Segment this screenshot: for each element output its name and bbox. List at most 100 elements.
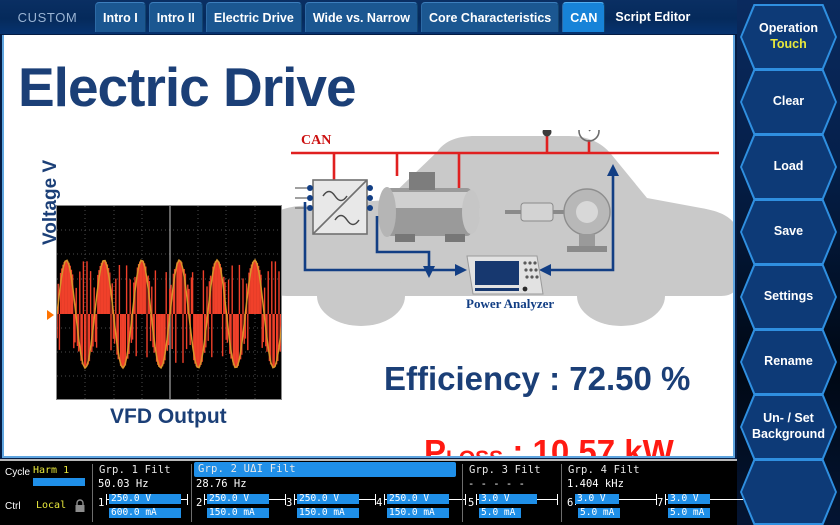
scope-display[interactable] (56, 205, 282, 400)
sidebar-button-rename-label: Rename (764, 354, 813, 369)
tab-can[interactable]: CAN (562, 2, 606, 32)
channel-7-number: 7 (657, 497, 664, 509)
group-3-title: Grp. 3 Filt (469, 464, 541, 476)
channel-3-current: 150.0 mA (297, 508, 359, 518)
channel-5-voltage-track: 3.0 V (476, 494, 558, 505)
tab-script-editor[interactable]: Script Editor (615, 10, 691, 24)
group-4-title: Grp. 4 Filt (568, 464, 640, 476)
channel-1-current-track: 600.0 mA (106, 508, 188, 519)
channel-4-current: 150.0 mA (387, 508, 449, 518)
channel-6-current-track: 5.0 mA (575, 508, 657, 519)
ploss-value: 10.57 kW (532, 433, 674, 458)
group-3-frequency: - - - - - (468, 478, 525, 490)
page-title: Electric Drive (18, 56, 357, 118)
channel-6-voltage: 3.0 V (575, 494, 619, 504)
tab-core-characteristics[interactable]: Core Characteristics (420, 2, 560, 32)
status-cycle-column: Cycle Harm 1 Ctrl Local (0, 461, 92, 525)
custom-label: CUSTOM (17, 9, 78, 25)
lock-icon (75, 499, 85, 512)
group-1-frequency: 50.03 Hz (98, 478, 149, 490)
power-analyzer-label: Power Analyzer (466, 296, 554, 311)
sidebar-button-settings[interactable]: Settings (742, 266, 835, 328)
channel-6-voltage-track: 3.0 V (575, 494, 657, 505)
status-group-2[interactable]: Grp. 2 UΔI Filt 28.76 Hz 2 250.0 V 150.0… (194, 461, 466, 525)
car-wheel-rear (577, 266, 665, 326)
channel-5-current: 5.0 mA (479, 508, 521, 518)
sidebar-button-save[interactable]: Save (742, 201, 835, 263)
channel-3-voltage: 250.0 V (297, 494, 359, 504)
sidebar-button-load[interactable]: Load (742, 136, 835, 198)
sidebar-button-background-label2: Background (752, 427, 825, 441)
signal-arrowheads (423, 164, 619, 278)
waveform-trace (57, 258, 281, 370)
power-analyzer-device (466, 255, 544, 295)
tab-intro-i[interactable]: Intro I (95, 2, 146, 32)
status-group-1[interactable]: Grp. 1 Filt 50.03 Hz 1 250.0 V 600.0 mA (96, 461, 191, 525)
status-group-4[interactable]: Grp. 4 Filt 1.404 kHz 6 3.0 V 5.0 mA 7 3… (565, 461, 743, 525)
content-panel: Electric Drive CAN (2, 35, 735, 458)
group-1-title: Grp. 1 Filt (99, 464, 171, 476)
sidebar-button-operation[interactable]: Operation Touch (742, 6, 835, 68)
channel-6-current: 5.0 mA (578, 508, 620, 518)
channel-4-voltage: 250.0 V (387, 494, 449, 504)
tab-wide-vs-narrow[interactable]: Wide vs. Narrow (304, 2, 418, 32)
can-bus-label: CAN (301, 133, 331, 148)
sidebar-button-load-label: Load (773, 159, 804, 174)
channel-1-number: 1 (98, 497, 105, 509)
sidebar-button-background-label1: Un- / Set (763, 411, 814, 426)
group-2-title: Grp. 2 UΔI Filt (198, 463, 296, 475)
sidebar-button-operation-value: Touch (770, 37, 807, 51)
cycle-value[interactable]: Harm 1 (33, 465, 70, 476)
ctrl-label: Ctrl (5, 501, 21, 512)
scope-caption: VFD Output (110, 405, 227, 428)
electric-motor (378, 172, 505, 242)
ploss-subscript: LOSS (446, 447, 503, 456)
ctrl-value[interactable]: Local (36, 500, 67, 511)
efficiency-value: 72.50 % (569, 360, 691, 397)
channel-6-number: 6 (567, 497, 574, 509)
channel-3-current-track: 150.0 mA (294, 508, 376, 519)
cycle-label: Cycle (5, 467, 31, 478)
sidebar-button-empty[interactable] (742, 461, 835, 523)
car-wheel-front (317, 266, 405, 326)
efficiency-label: Efficiency : (384, 360, 561, 397)
status-divider-3 (462, 464, 463, 522)
group-2-frequency: 28.76 Hz (196, 478, 247, 490)
signal-wiring (303, 170, 615, 272)
status-bar: Cycle Harm 1 Ctrl Local Grp. 1 Filt 50.0… (0, 459, 743, 525)
sidebar-button-clear[interactable]: Clear (742, 71, 835, 133)
inverter-block (295, 179, 373, 235)
channel-4-voltage-track: 250.0 V (384, 494, 466, 505)
channel-4-number: 4 (376, 497, 383, 509)
sidebar-menu: Operation Touch Clear Load Save Settings… (737, 0, 840, 525)
channel-3-number: 3 (286, 497, 293, 509)
tab-intro-ii[interactable]: Intro II (148, 2, 203, 32)
status-divider-2 (191, 464, 192, 522)
status-divider-4 (561, 464, 562, 522)
trigger-marker-icon (47, 310, 54, 320)
dynamometer (563, 188, 611, 252)
sidebar-button-rename[interactable]: Rename (742, 331, 835, 393)
channel-2-current: 150.0 mA (207, 508, 269, 518)
channel-5-voltage: 3.0 V (479, 494, 537, 504)
waveform-widget: Voltage V (40, 160, 282, 428)
sidebar-button-background[interactable]: Un- / Set Background (742, 396, 835, 458)
cycle-bar (33, 478, 85, 486)
status-divider-1 (92, 464, 93, 522)
efficiency-readout: Efficiency : 72.50 % (384, 360, 690, 398)
status-group-3[interactable]: Grp. 3 Filt - - - - - 5 3.0 V 5.0 mA (466, 461, 561, 525)
sidebar-button-operation-label: Operation (758, 21, 819, 36)
ploss-label: P (424, 433, 447, 458)
channel-1-current: 600.0 mA (109, 508, 181, 518)
channel-2-current-track: 150.0 mA (204, 508, 286, 519)
sensor-icons (542, 130, 600, 142)
tab-electric-drive[interactable]: Electric Drive (205, 2, 302, 32)
channel-7-current-track: 5.0 mA (665, 508, 745, 519)
drivetrain-diagram: CAN (269, 130, 733, 326)
sidebar-button-save-label: Save (773, 224, 804, 239)
channel-5-number: 5 (468, 497, 475, 509)
group-4-frequency: 1.404 kHz (567, 478, 624, 490)
channel-1-voltage-track: 250.0 V (106, 494, 188, 505)
channel-7-voltage-track: 3.0 V (665, 494, 745, 505)
